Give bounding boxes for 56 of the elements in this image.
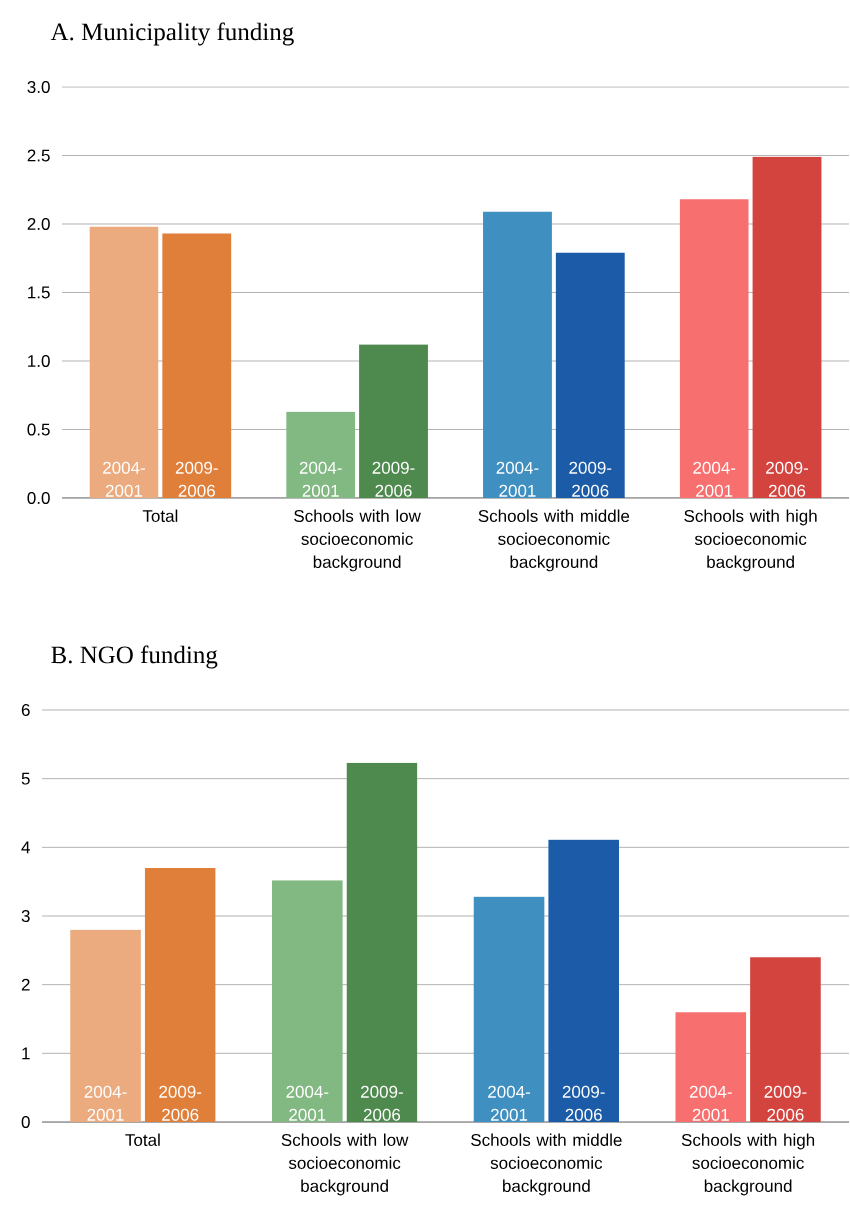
text: 2009-2006 (361, 1085, 404, 1121)
text: 2004-2001 (693, 461, 736, 497)
x-tick-label: Total (143, 509, 178, 523)
y-tick-label: 1.0 (28, 354, 51, 368)
text: 2009-2006 (764, 1085, 807, 1121)
y-tick-label: 4 (21, 841, 31, 854)
bar (483, 211, 553, 498)
x-tick-label: Total (125, 1133, 160, 1147)
text: 2004-2001 (488, 1085, 531, 1121)
bar (145, 867, 216, 1122)
series-label: 2009-2006 (159, 1085, 202, 1121)
y-tick-label: 0.0 (27, 491, 51, 505)
series-label: 2004-2001 (84, 1085, 127, 1121)
bar (162, 233, 232, 498)
bar (680, 199, 749, 498)
bar (286, 411, 356, 498)
text: 2009-2006 (563, 1085, 605, 1121)
y-tick-label: 1 (22, 1047, 30, 1060)
y-tick-label: 6 (22, 703, 30, 717)
bar (750, 957, 821, 1122)
series-label: 2004-2001 (103, 461, 146, 497)
x-tick-label: Schools with low socioeconomic background (281, 1133, 409, 1196)
bar (89, 226, 159, 498)
y-tick-label: 0 (21, 1115, 31, 1129)
y-tick-label: 2.5 (27, 149, 50, 162)
y-tick-label: 2 (22, 978, 30, 991)
text: 2004-2001 (286, 1085, 329, 1121)
text: 2009-2006 (372, 461, 415, 497)
y-tick-label: 0.5 (27, 423, 50, 436)
chart-title: A. Municipality funding (50, 22, 295, 46)
bar (675, 1012, 747, 1122)
series-label: 2009-2006 (176, 461, 218, 497)
x-tick-label: Schools with high socioeconomic background (682, 1133, 815, 1196)
y-tick-label: 1.5 (28, 286, 50, 299)
bar (548, 839, 620, 1122)
text: 2004-2001 (690, 1085, 732, 1121)
y-tick-label: 3 (21, 909, 30, 923)
bar (346, 762, 418, 1122)
text: 2009-2006 (766, 461, 809, 497)
y-tick-label: 5 (21, 772, 30, 785)
bar (752, 156, 822, 498)
bar (556, 252, 625, 498)
x-tick-label: Schools with low socioeconomic background (294, 509, 422, 572)
text: 2004-2001 (496, 461, 539, 497)
text: 2009-2006 (569, 461, 612, 497)
x-tick-label: Schools with middle socioeconomic background (478, 509, 630, 572)
bar (359, 344, 429, 498)
chart-title: B. NGO funding (51, 645, 218, 669)
text: 2004-2001 (300, 461, 342, 497)
x-tick-label: Schools with middle socioeconomic background (471, 1133, 622, 1196)
y-tick-label: 3.0 (27, 80, 51, 94)
bar (70, 929, 142, 1122)
bar (473, 896, 545, 1122)
y-tick-label: 2.0 (27, 217, 51, 231)
bar (272, 880, 343, 1122)
x-tick-label: Schools with high socioeconomic background (684, 509, 817, 572)
